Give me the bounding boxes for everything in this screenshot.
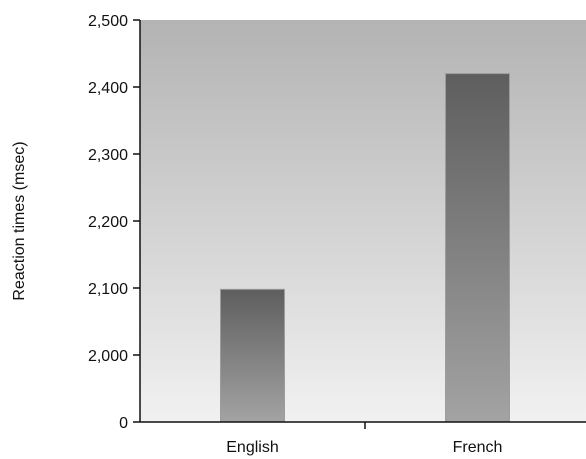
y-axis-ticks: 0 2,000 2,100 2,200 2,300 2,400 2,500 [88,13,140,432]
x-tick-label-french: French [453,439,503,456]
y-axis-title: Reaction times (msec) [11,141,28,300]
plot-area [140,20,586,422]
bar-english [220,288,285,423]
y-tick-label: 2,500 [88,13,128,30]
y-tick-label: 0 [119,415,128,432]
bars-group [220,73,510,423]
x-axis-ticks: English French [226,422,503,456]
y-tick-label: 2,400 [88,80,128,97]
y-tick-label: 2,000 [88,348,128,365]
bar-french [445,73,510,423]
x-tick-label-english: English [226,439,278,456]
y-tick-label: 2,200 [88,214,128,231]
y-tick-label: 2,100 [88,281,128,298]
y-tick-label: 2,300 [88,147,128,164]
